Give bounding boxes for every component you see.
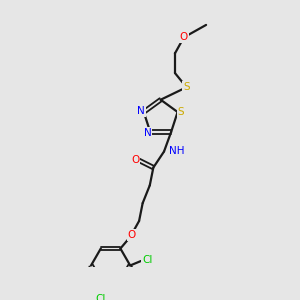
Text: O: O	[128, 230, 136, 240]
Text: O: O	[180, 32, 188, 42]
Text: Cl: Cl	[96, 294, 106, 300]
Text: O: O	[131, 154, 140, 164]
Text: NH: NH	[169, 146, 185, 156]
Text: N: N	[144, 128, 152, 138]
Text: Cl: Cl	[142, 255, 152, 265]
Text: S: S	[183, 82, 190, 92]
Text: N: N	[137, 106, 145, 116]
Text: S: S	[178, 107, 184, 117]
